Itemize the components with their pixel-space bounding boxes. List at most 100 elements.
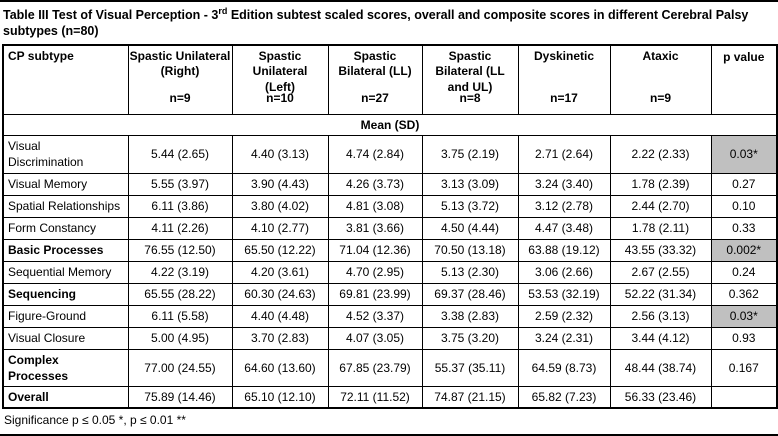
value-cell: 71.04 (12.36) bbox=[327, 238, 423, 262]
value-cell: 4.70 (2.95) bbox=[327, 260, 423, 284]
title-text: Table III Test of Visual Perception - 3 bbox=[3, 8, 219, 23]
value-cell: 3.44 (4.12) bbox=[609, 326, 712, 350]
column-n-count: n=10 bbox=[266, 91, 294, 106]
row-label: Spatial Relationships bbox=[2, 194, 129, 218]
value-cell: 3.38 (2.83) bbox=[421, 304, 519, 328]
table-row: Form Constancy 4.11 (2.26) 4.10 (2.77) 3.81… bbox=[2, 216, 778, 240]
value-cell: 3.24 (2.31) bbox=[517, 326, 611, 350]
value-cell: 6.11 (5.58) bbox=[127, 304, 233, 328]
value-cell: 4.07 (3.05) bbox=[327, 326, 423, 350]
row-label: Complex Processes bbox=[2, 348, 129, 387]
value-cell: 3.06 (2.66) bbox=[517, 260, 611, 284]
column-n-count: n=8 bbox=[459, 91, 481, 106]
value-cell: 6.11 (3.86) bbox=[127, 194, 233, 218]
column-header-1: Spastic Unilateral (Right) n=9 bbox=[127, 44, 233, 116]
value-cell: 4.26 (3.73) bbox=[327, 172, 423, 196]
table-row: Figure-Ground 6.11 (5.58) 4.40 (4.48) 4.52 … bbox=[2, 304, 778, 328]
table-head: CP subtype Spastic Unilateral (Right) n=9 S… bbox=[2, 44, 778, 137]
value-cell: 4.74 (2.84) bbox=[327, 135, 423, 174]
column-header-2: Spastic Unilateral (Left) n=10 bbox=[231, 44, 329, 116]
value-cell: 4.40 (4.48) bbox=[231, 304, 329, 328]
value-cell: 5.00 (4.95) bbox=[127, 326, 233, 350]
p-value-cell: 0.03* bbox=[710, 135, 778, 174]
table-row: Sequential Memory 4.22 (3.19) 4.20 (3.61) 4… bbox=[2, 260, 778, 284]
value-cell: 65.55 (28.22) bbox=[127, 282, 233, 306]
value-cell: 2.71 (2.64) bbox=[517, 135, 611, 174]
row-label: Sequencing bbox=[2, 282, 129, 306]
value-cell: 2.44 (2.70) bbox=[609, 194, 712, 218]
table-row: Sequencing 65.55 (28.22) 60.30 (24.63) 69.8… bbox=[2, 282, 778, 306]
value-cell: 67.85 (23.79) bbox=[327, 348, 423, 387]
value-cell: 2.22 (2.33) bbox=[609, 135, 712, 174]
column-name: Dyskinetic bbox=[533, 48, 595, 63]
column-header-3: Spastic Bilateral (LL) n=27 bbox=[327, 44, 423, 116]
value-cell: 3.13 (3.09) bbox=[421, 172, 519, 196]
p-value-cell: 0.33 bbox=[710, 216, 778, 240]
column-n-count: n=27 bbox=[361, 91, 389, 106]
value-cell: 65.10 (12.10) bbox=[231, 385, 329, 409]
p-value-cell: 0.24 bbox=[710, 260, 778, 284]
row-label: Overall bbox=[2, 385, 129, 409]
column-n-count: n=9 bbox=[169, 91, 191, 106]
value-cell: 3.90 (4.43) bbox=[231, 172, 329, 196]
value-cell: 4.52 (3.37) bbox=[327, 304, 423, 328]
column-name: Ataxic bbox=[642, 48, 679, 63]
value-cell: 5.13 (3.72) bbox=[421, 194, 519, 218]
p-value-header: p value bbox=[710, 44, 778, 116]
value-cell: 3.80 (4.02) bbox=[231, 194, 329, 218]
table-row: Basic Processes 76.55 (12.50) 65.50 (12.22… bbox=[2, 238, 778, 262]
p-value-cell: 0.167 bbox=[710, 348, 778, 387]
column-header-row: CP subtype Spastic Unilateral (Right) n=9 S… bbox=[2, 44, 778, 116]
value-cell: 52.22 (31.34) bbox=[609, 282, 712, 306]
column-name: Spastic Bilateral (LL and UL) bbox=[435, 48, 505, 95]
column-name: Spastic Bilateral (LL) bbox=[338, 48, 412, 79]
column-n-count: n=17 bbox=[550, 91, 578, 106]
row-label: Basic Processes bbox=[2, 238, 129, 262]
value-cell: 64.60 (13.60) bbox=[231, 348, 329, 387]
row-label: Visual Memory bbox=[2, 172, 129, 196]
value-cell: 69.81 (23.99) bbox=[327, 282, 423, 306]
value-cell: 43.55 (33.32) bbox=[609, 238, 712, 262]
table-row: Complex Processes 77.00 (24.55) 64.60 (13.… bbox=[2, 348, 778, 387]
value-cell: 3.81 (3.66) bbox=[327, 216, 423, 240]
column-name: Spastic Unilateral (Left) bbox=[252, 48, 308, 95]
value-cell: 5.55 (3.97) bbox=[127, 172, 233, 196]
value-cell: 56.33 (23.46) bbox=[609, 385, 712, 409]
value-cell: 1.78 (2.39) bbox=[609, 172, 712, 196]
table-row: Overall 75.89 (14.46) 65.10 (12.10) 72.11 (… bbox=[2, 385, 778, 409]
value-cell: 2.56 (3.13) bbox=[609, 304, 712, 328]
value-cell: 4.10 (2.77) bbox=[231, 216, 329, 240]
row-label: Visual Discrimination bbox=[2, 135, 129, 174]
p-value-cell: 0.93 bbox=[710, 326, 778, 350]
table-row: Spatial Relationships 6.11 (3.86) 3.80 (4.… bbox=[2, 194, 778, 218]
value-cell: 4.40 (3.13) bbox=[231, 135, 329, 174]
value-cell: 3.70 (2.83) bbox=[231, 326, 329, 350]
column-header-4: Spastic Bilateral (LL and UL) n=8 bbox=[421, 44, 519, 116]
value-cell: 1.78 (2.11) bbox=[609, 216, 712, 240]
p-value-cell: 0.362 bbox=[710, 282, 778, 306]
value-cell: 5.13 (2.30) bbox=[421, 260, 519, 284]
table-row: Visual Memory 5.55 (3.97) 3.90 (4.43) 4.26 … bbox=[2, 172, 778, 196]
row-label: Sequential Memory bbox=[2, 260, 129, 284]
significance-note: Significance p ≤ 0.05 *, p ≤ 0.01 ** bbox=[4, 413, 186, 428]
value-cell: 2.59 (2.32) bbox=[517, 304, 611, 328]
value-cell: 74.87 (21.15) bbox=[421, 385, 519, 409]
value-cell: 64.59 (8.73) bbox=[517, 348, 611, 387]
title-text-continued: Edition subtest scaled scores, overall a… bbox=[3, 8, 749, 39]
table-row: Visual Closure 5.00 (4.95) 3.70 (2.83) 4.07… bbox=[2, 326, 778, 350]
title-superscript: rd bbox=[218, 6, 228, 16]
value-cell: 75.89 (14.46) bbox=[127, 385, 233, 409]
p-value-cell bbox=[710, 385, 778, 409]
table-body: Visual Discrimination 5.44 (2.65) 4.40 (3.… bbox=[2, 135, 778, 409]
value-cell: 53.53 (32.19) bbox=[517, 282, 611, 306]
mean-sd-row: Mean (SD) bbox=[2, 114, 778, 137]
column-name: Spastic Unilateral (Right) bbox=[129, 48, 231, 79]
value-cell: 4.47 (3.48) bbox=[517, 216, 611, 240]
value-cell: 76.55 (12.50) bbox=[127, 238, 233, 262]
column-header-5: Dyskinetic n=17 bbox=[517, 44, 611, 116]
value-cell: 48.44 (38.74) bbox=[609, 348, 712, 387]
value-cell: 70.50 (13.18) bbox=[421, 238, 519, 262]
value-cell: 4.11 (2.26) bbox=[127, 216, 233, 240]
p-value-cell: 0.03* bbox=[710, 304, 778, 328]
